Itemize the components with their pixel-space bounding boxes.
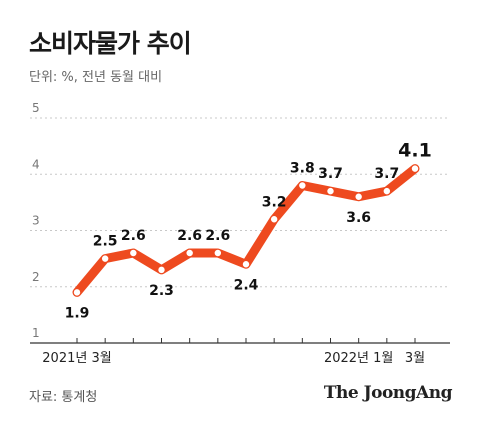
chart-title: 소비자물가 추이 (29, 29, 192, 58)
y-tick-label-2: 2 (32, 270, 40, 284)
data-label: 2.6 (121, 228, 146, 244)
data-label: 1.9 (65, 305, 90, 321)
data-label: 3.6 (346, 210, 371, 226)
y-axis-ticks: 1 2 3 4 5 (32, 101, 40, 340)
data-point (327, 187, 334, 195)
data-label: 3.2 (262, 194, 287, 210)
data-label: 4.1 (398, 140, 432, 162)
data-point (270, 216, 278, 223)
data-label: 2.6 (177, 228, 202, 244)
x-axis: 2021년 3월 2022년 1월 3월 (30, 338, 450, 366)
data-point (130, 249, 137, 257)
data-labels: 1.92.5 2.62.32.6 2.62.43.23.8 3.73.63.74.1 (65, 140, 432, 322)
data-point (214, 249, 222, 257)
y-tick-label-4: 4 (32, 157, 40, 171)
source-note: 자료: 통계청 (29, 390, 98, 405)
x-tick-label: 2021년 3월 (42, 351, 111, 366)
data-label: 3.7 (374, 166, 399, 182)
data-point (411, 165, 419, 172)
data-label: 2.4 (234, 277, 259, 293)
data-point (299, 182, 306, 189)
data-point (101, 255, 109, 262)
unit-note: 단위: %, 전년 동월 대비 (29, 70, 163, 85)
data-point (73, 289, 81, 296)
data-label: 3.8 (290, 161, 315, 177)
x-tick-label: 3월 (405, 351, 425, 366)
data-point (242, 261, 250, 268)
data-point (186, 249, 193, 257)
y-tick-label-3: 3 (32, 214, 40, 228)
data-point (355, 193, 362, 200)
series-cpi (72, 164, 420, 297)
data-label: 2.3 (149, 283, 174, 299)
data-point (383, 187, 391, 195)
y-tick-label-1: 1 (32, 326, 40, 340)
x-tick-label: 2022년 1월 (324, 351, 393, 366)
data-point (158, 266, 165, 274)
data-label: 2.5 (93, 234, 118, 250)
y-tick-label-5: 5 (32, 101, 40, 115)
publisher-logo: The JoongAng (323, 383, 453, 403)
data-label: 2.6 (205, 228, 230, 244)
data-label: 3.7 (318, 166, 343, 182)
grid-lines (30, 117, 450, 288)
